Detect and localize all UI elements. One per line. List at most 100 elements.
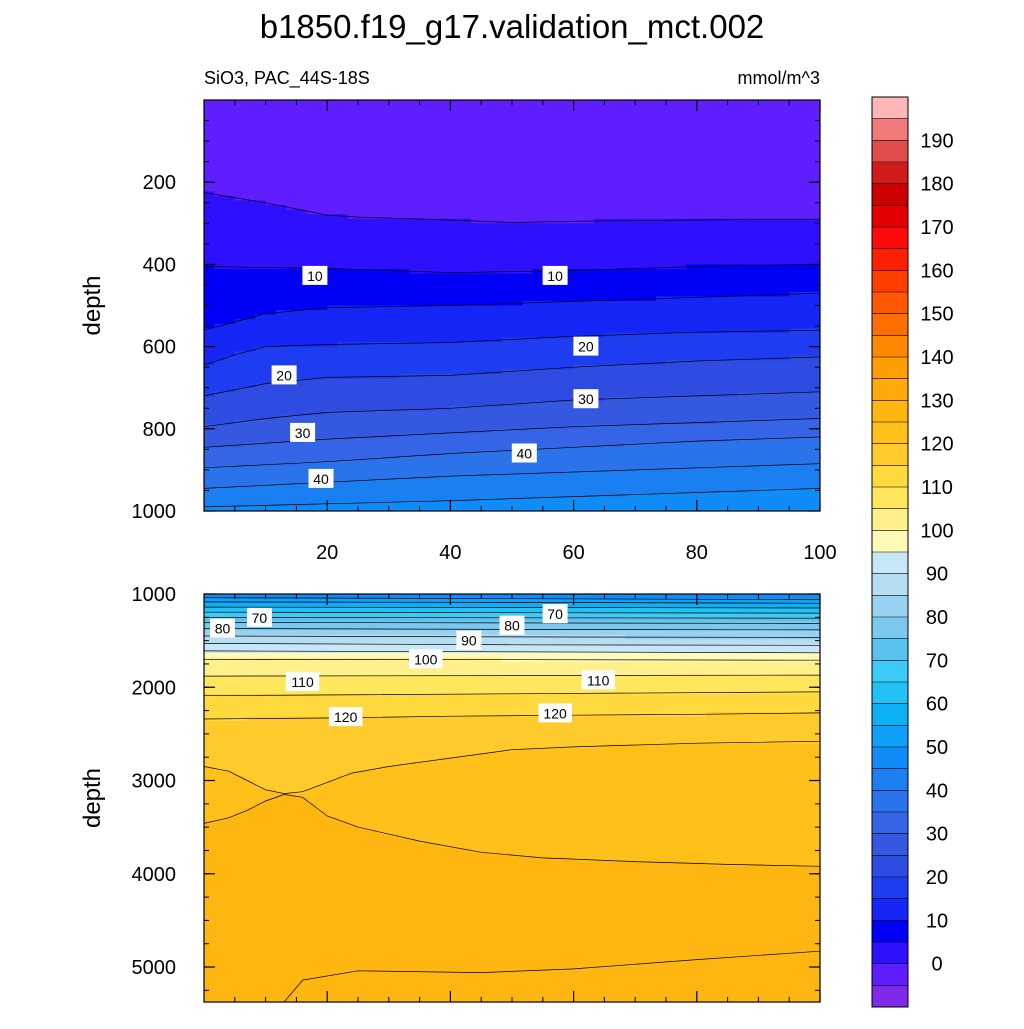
field-cell — [522, 392, 534, 398]
field-cell — [635, 451, 647, 457]
field-cell — [388, 168, 400, 174]
field-cell — [214, 100, 226, 106]
field-cell — [245, 241, 256, 247]
field-cell — [512, 227, 523, 234]
field-cell — [470, 319, 482, 325]
field-cell — [635, 328, 647, 334]
field-cell — [316, 437, 328, 444]
field-cell — [399, 378, 410, 384]
field-cell — [286, 182, 297, 188]
field-cell — [676, 383, 688, 389]
field-cell — [727, 465, 739, 471]
field-cell — [491, 227, 503, 234]
field-cell — [224, 173, 236, 179]
field-cell — [470, 237, 482, 243]
field-cell — [265, 127, 277, 133]
field-cell — [265, 131, 277, 138]
field-cell — [717, 342, 729, 348]
field-cell — [655, 497, 667, 503]
field-cell — [419, 310, 431, 316]
field-cell — [522, 319, 534, 325]
field-cell — [265, 383, 277, 389]
field-cell — [707, 451, 718, 457]
field-cell — [666, 255, 677, 261]
field-cell — [275, 168, 287, 174]
field-cell — [409, 456, 421, 462]
field-cell — [737, 154, 749, 160]
field-cell — [316, 319, 328, 325]
field-cell — [655, 460, 667, 466]
field-cell — [327, 268, 339, 275]
field-cell — [717, 223, 729, 229]
field-cell — [481, 497, 493, 503]
field-cell — [460, 250, 472, 256]
field-cell — [696, 319, 708, 325]
field-cell — [553, 456, 564, 462]
field-cell — [655, 223, 667, 229]
field-cell — [512, 323, 523, 329]
field-cell — [624, 195, 636, 202]
field-cell — [758, 323, 770, 329]
field-cell — [460, 141, 472, 147]
field-cell — [583, 173, 595, 179]
field-cell — [645, 442, 657, 448]
field-cell — [224, 141, 236, 147]
field-cell — [429, 497, 441, 503]
field-cell — [624, 405, 636, 412]
field-cell — [522, 346, 534, 352]
field-cell — [337, 483, 349, 489]
field-cell — [481, 195, 493, 202]
field-cell — [429, 145, 441, 151]
field-cell — [727, 479, 739, 485]
field-cell — [358, 200, 369, 206]
field-cell — [532, 100, 544, 106]
field-cell — [204, 351, 215, 357]
field-cell — [707, 488, 718, 494]
field-cell — [717, 351, 729, 357]
field-cell — [717, 237, 729, 243]
field-cell — [306, 323, 318, 329]
field-cell — [204, 460, 215, 466]
field-cell — [532, 410, 544, 416]
field-cell — [234, 255, 246, 261]
field-cell — [645, 282, 657, 288]
field-cell — [635, 337, 647, 343]
field-cell — [327, 296, 339, 302]
field-cell — [245, 278, 256, 284]
field-cell — [666, 241, 677, 247]
field-cell — [491, 177, 503, 183]
field-cell — [727, 488, 739, 494]
field-cell — [255, 378, 267, 384]
field-cell — [460, 273, 472, 279]
field-cell — [563, 191, 575, 197]
field-cell — [532, 474, 544, 480]
field-cell — [758, 479, 770, 485]
field-cell — [388, 159, 400, 165]
field-cell — [522, 200, 534, 206]
field-cell — [378, 337, 390, 343]
field-cell — [501, 122, 513, 128]
field-cell — [399, 497, 410, 503]
field-cell — [214, 392, 226, 398]
field-cell — [286, 456, 297, 462]
field-cell — [358, 209, 369, 215]
field-cell — [491, 154, 503, 160]
field-cell — [419, 173, 431, 179]
field-cell — [460, 332, 472, 339]
field-cell — [666, 332, 677, 339]
field-cell — [512, 159, 523, 165]
field-cell — [604, 460, 616, 466]
field-cell — [717, 328, 729, 334]
field-cell — [614, 474, 626, 480]
field-cell — [532, 264, 544, 270]
field-cell — [450, 205, 462, 211]
field-cell — [440, 332, 451, 339]
field-cell — [460, 369, 472, 375]
field-cell — [501, 127, 513, 133]
field-cell — [316, 337, 328, 343]
field-cell — [696, 374, 708, 380]
field-cell — [450, 387, 462, 393]
field-cell — [245, 131, 256, 138]
field-cell — [214, 163, 226, 170]
field-cell — [337, 282, 349, 288]
